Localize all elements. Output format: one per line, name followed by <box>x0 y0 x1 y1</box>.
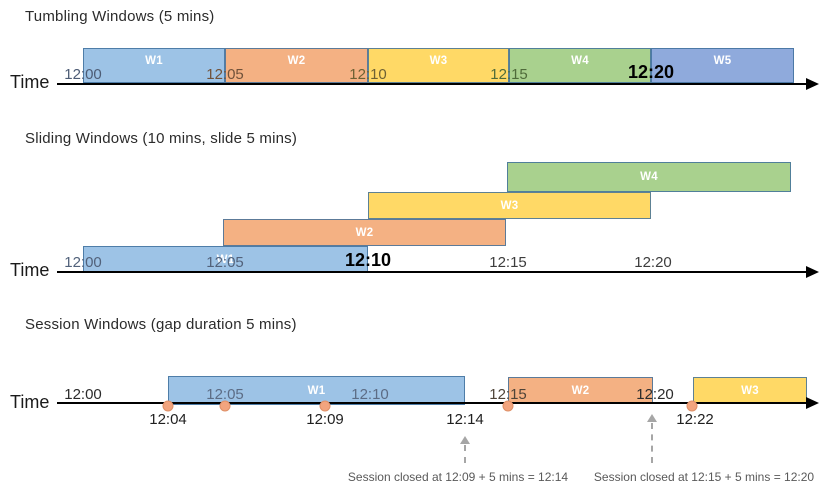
window-label: W1 <box>216 253 235 266</box>
window-label: W1 <box>145 55 163 67</box>
event-time-label: 12:09 <box>306 411 344 428</box>
sliding-section-title: Sliding Windows (10 mins, slide 5 mins) <box>25 130 298 147</box>
sliding-window-w2: W2 <box>223 219 506 246</box>
event-time-label: 12:14 <box>446 411 484 428</box>
session-close-arrow <box>651 423 653 463</box>
sliding-window-w3: W3 <box>368 192 651 219</box>
event-dot <box>686 400 698 412</box>
time-tick: 12:15 <box>490 66 528 83</box>
time-tick: 12:20 <box>627 62 675 82</box>
window-label: W4 <box>571 55 589 67</box>
arrow-up-icon <box>647 414 657 422</box>
time-axis-label: Time <box>10 72 50 92</box>
tumbling-window-w5: W5 <box>651 48 794 83</box>
sliding-window-w1: W1 <box>83 246 368 273</box>
time-tick: 12:20 <box>634 254 672 271</box>
arrow-right-icon <box>806 266 819 278</box>
event-dot <box>162 400 174 412</box>
event-time-label: 12:22 <box>676 411 714 428</box>
time-tick: 12:10 <box>344 250 392 270</box>
window-label: W1 <box>307 384 326 397</box>
time-tick: 12:15 <box>489 386 527 403</box>
window-label: W3 <box>500 199 519 212</box>
time-tick: 12:00 <box>64 386 102 403</box>
session-window-w3: W3 <box>693 377 807 404</box>
time-axis-label: Time <box>10 392 50 412</box>
time-tick: 12:05 <box>206 386 244 403</box>
session-window-w1: W1 <box>168 376 465 405</box>
session-close-annotation: Session closed at 12:09 + 5 mins = 12:14 <box>347 470 569 484</box>
tumbling-window-w4: W4 <box>509 48 651 83</box>
time-tick: 12:05 <box>206 254 244 271</box>
event-dot <box>319 400 331 412</box>
event-dot <box>219 400 231 412</box>
window-label: W2 <box>355 226 374 239</box>
timeline-axis <box>57 271 809 273</box>
event-dot <box>502 400 514 412</box>
tumbling-window-w1: W1 <box>83 48 225 83</box>
time-tick: 12:00 <box>64 254 102 271</box>
time-tick: 12:15 <box>489 254 527 271</box>
time-tick: 12:10 <box>349 66 387 83</box>
timeline-axis <box>57 402 809 404</box>
window-label: W5 <box>713 55 732 67</box>
window-label: W3 <box>429 55 448 67</box>
timeline-axis <box>57 83 809 85</box>
window-label: W2 <box>287 55 306 67</box>
time-tick: 12:05 <box>206 66 244 83</box>
arrow-right-icon <box>806 78 819 90</box>
arrow-right-icon <box>806 397 819 409</box>
time-tick: 12:20 <box>636 386 674 403</box>
session-close-arrow <box>464 445 466 463</box>
tumbling-window-w2: W2 <box>225 48 368 83</box>
time-tick: 12:10 <box>351 386 389 403</box>
time-axis-label: Time <box>10 260 50 280</box>
sliding-window-w4: W4 <box>507 162 791 192</box>
session-close-annotation: Session closed at 12:15 + 5 mins = 12:20 <box>593 470 815 484</box>
event-time-label: 12:04 <box>149 411 187 428</box>
window-label: W2 <box>571 384 590 397</box>
window-label: W4 <box>640 171 658 183</box>
session-section-title: Session Windows (gap duration 5 mins) <box>25 316 297 333</box>
session-window-w2: W2 <box>508 377 653 404</box>
tumbling-window-w3: W3 <box>368 48 509 83</box>
time-tick: 12:00 <box>64 66 102 83</box>
window-label: W3 <box>741 384 759 397</box>
arrow-up-icon <box>460 436 470 444</box>
tumbling-section-title: Tumbling Windows (5 mins) <box>25 8 215 25</box>
